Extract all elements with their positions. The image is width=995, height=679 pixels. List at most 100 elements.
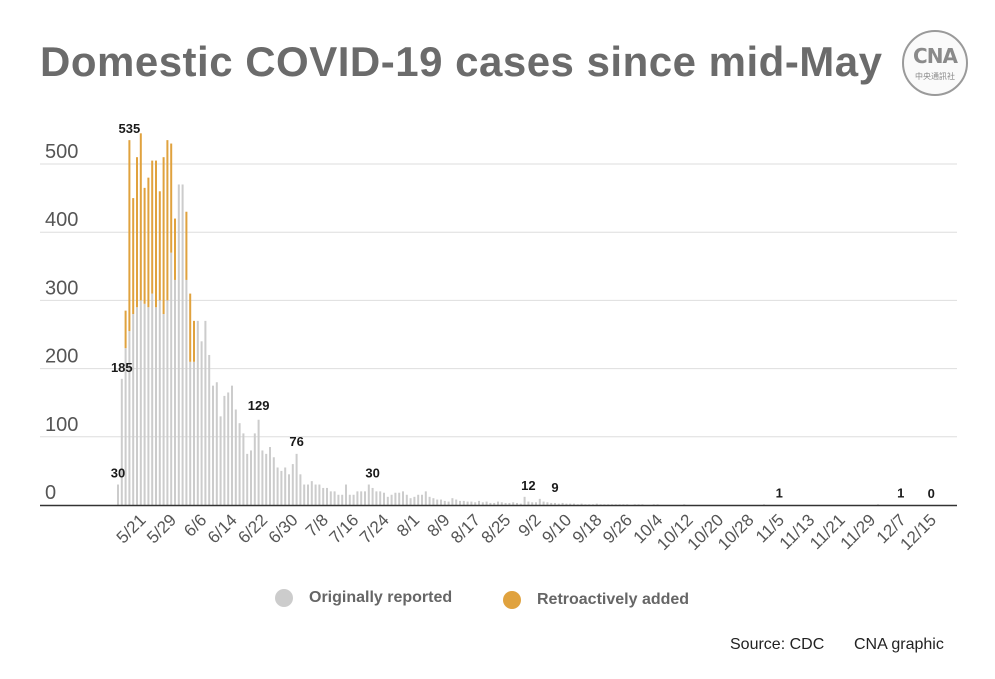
bar-original [622, 504, 625, 505]
bar-original [284, 467, 287, 505]
source-note: Source: CDC [730, 636, 825, 653]
bar-original [345, 484, 347, 505]
bar-original [580, 503, 583, 505]
bar-original [234, 409, 237, 505]
y-tick-label: 100 [45, 414, 78, 436]
bar-original [341, 494, 344, 505]
bar-original [417, 494, 420, 505]
bar-original [257, 419, 260, 505]
x-tick-label: 6/14 [204, 510, 241, 547]
bar-original [356, 491, 359, 505]
bar-original [443, 500, 446, 505]
bars [117, 133, 879, 505]
bar-original [478, 500, 480, 505]
logo-text: CNA [913, 44, 958, 68]
bar-original [261, 450, 264, 505]
y-tick-label: 0 [45, 482, 56, 504]
bar-original [554, 502, 556, 505]
y-tick-label: 400 [45, 209, 78, 231]
bar-original [584, 504, 587, 505]
bar-original [535, 502, 537, 505]
bar-original [299, 474, 302, 505]
bar-original [367, 484, 370, 505]
bar-original [223, 395, 226, 505]
bar-original [394, 492, 397, 505]
bar-retroactive [185, 211, 188, 280]
y-tick-label: 300 [45, 277, 78, 299]
bar-original [519, 503, 522, 505]
data-label: 30 [365, 466, 379, 481]
x-tick-label: 6/22 [234, 510, 271, 547]
bar-original [269, 447, 271, 505]
bar-original [588, 504, 591, 505]
bar-original [576, 504, 579, 505]
bar-retroactive [162, 157, 165, 315]
y-axis-ticks: 0 100 200 300 400 500 [45, 141, 78, 504]
bar-retroactive [128, 140, 131, 332]
bar-original [181, 184, 184, 505]
bar-original [451, 498, 454, 505]
bar-original [310, 481, 313, 505]
bar-original [432, 498, 435, 505]
bar-original [352, 494, 355, 505]
bar-original [618, 504, 621, 505]
cna-logo-icon: CNA 中央通訊社 [902, 30, 968, 96]
bar-original [500, 502, 503, 505]
bar-original [238, 423, 241, 505]
x-tick-label: 12/15 [897, 510, 941, 554]
bar-original [193, 361, 195, 505]
chart-title: Domestic COVID-19 cases since mid-May [40, 38, 883, 85]
bar-original [462, 500, 465, 505]
bar-original [569, 503, 572, 505]
data-label: 185 [111, 360, 133, 375]
bar-original [348, 494, 351, 505]
bar-original [512, 502, 515, 505]
bar-retroactive [136, 157, 138, 308]
bar-original [212, 385, 214, 505]
bar-original [143, 303, 146, 505]
bar-original [208, 354, 211, 505]
bar-original [120, 378, 123, 505]
bar-retroactive [193, 320, 195, 362]
bar-original [398, 492, 401, 505]
bar-original [595, 503, 598, 505]
bar-original [877, 504, 879, 505]
bar-retroactive [139, 133, 142, 301]
x-axis-ticks: 5/215/29 6/66/146/226/30 7/87/167/24 8/1 8/9… [113, 510, 940, 554]
y-tick-label: 500 [45, 141, 78, 163]
bar-original [428, 496, 431, 505]
bar-original [371, 487, 374, 505]
bar-original [599, 504, 602, 505]
bar-original [409, 498, 412, 505]
bar-original [763, 504, 765, 505]
bar-retroactive [147, 177, 150, 308]
bar-original [139, 300, 142, 505]
bar-original [402, 491, 404, 505]
bar-original [470, 501, 473, 505]
bar-original [565, 503, 568, 505]
bar-original [481, 502, 484, 505]
bar-original [162, 314, 165, 505]
data-label: 129 [248, 398, 270, 413]
bar-original [132, 314, 135, 505]
bar-original [364, 491, 366, 505]
bar-original [626, 504, 629, 505]
bar-original [440, 499, 442, 505]
bar-original [189, 361, 192, 505]
bar-original [200, 341, 203, 505]
bar-original [291, 464, 294, 505]
bar-original [333, 491, 336, 505]
bar-original [250, 450, 252, 505]
legend-label-original: Originally reported [309, 589, 453, 606]
x-tick-label: 7/16 [326, 510, 363, 547]
bar-original [603, 504, 606, 505]
bar-retroactive [166, 140, 169, 301]
x-tick-label: 8/17 [447, 510, 484, 547]
bar-original [633, 504, 636, 505]
bar-original [466, 501, 469, 505]
bar-original [124, 348, 127, 505]
bar-original [474, 502, 477, 505]
y-tick-label: 200 [45, 346, 78, 368]
bar-retroactive [174, 218, 176, 280]
